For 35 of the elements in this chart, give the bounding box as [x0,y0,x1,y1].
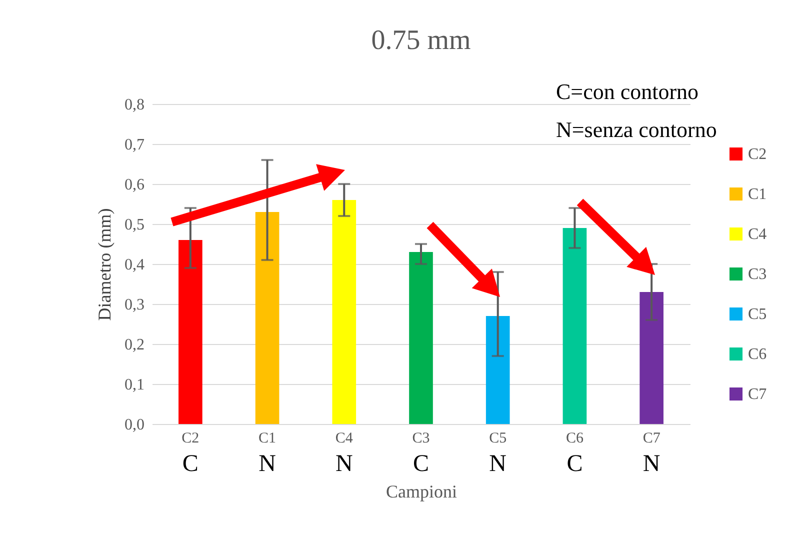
text: N [335,451,353,477]
y-tick-label: 0,8 [124,96,144,114]
legend-label: C2 [748,146,767,163]
chart-title: 0.75 mm [371,25,471,56]
legend-label: C4 [748,226,767,243]
legend-label: C5 [748,306,767,323]
x-tick-label: C4 [335,430,354,446]
text: N [642,451,660,477]
legend-label: C7 [748,386,767,403]
legend-label: C6 [748,346,767,363]
y-tick-label: 0,6 [124,176,144,194]
y-axis-title: Diametro (mm) [94,208,114,321]
text: C [182,451,198,477]
y-tick-label: 0,4 [124,256,144,274]
legend-label: C3 [748,266,767,283]
x-tick-label: C5 [489,430,507,446]
y-tick-label: 0,7 [124,136,144,154]
text: C [412,451,430,477]
x-tick-label: C6 [566,430,584,446]
x-tick-label: C2 [182,430,200,446]
legend-label: C1 [748,186,767,203]
text: C [566,451,583,477]
text: N [489,451,507,477]
y-tick-label: 0,5 [124,216,144,234]
x-tick-label: C3 [412,430,430,446]
y-tick-label: 0,1 [124,376,144,394]
text: C=con contorno [556,79,699,104]
y-tick-label: 0,3 [124,296,144,314]
y-tick-label: 0,2 [124,336,144,354]
x-tick-label: C1 [258,430,276,446]
y-tick-label: 0,0 [124,416,144,434]
x-tick-label: C7 [642,430,661,446]
text: N [258,451,276,477]
annotation: N=senza contorno [556,117,717,142]
x-axis-title: Campioni [386,482,457,502]
